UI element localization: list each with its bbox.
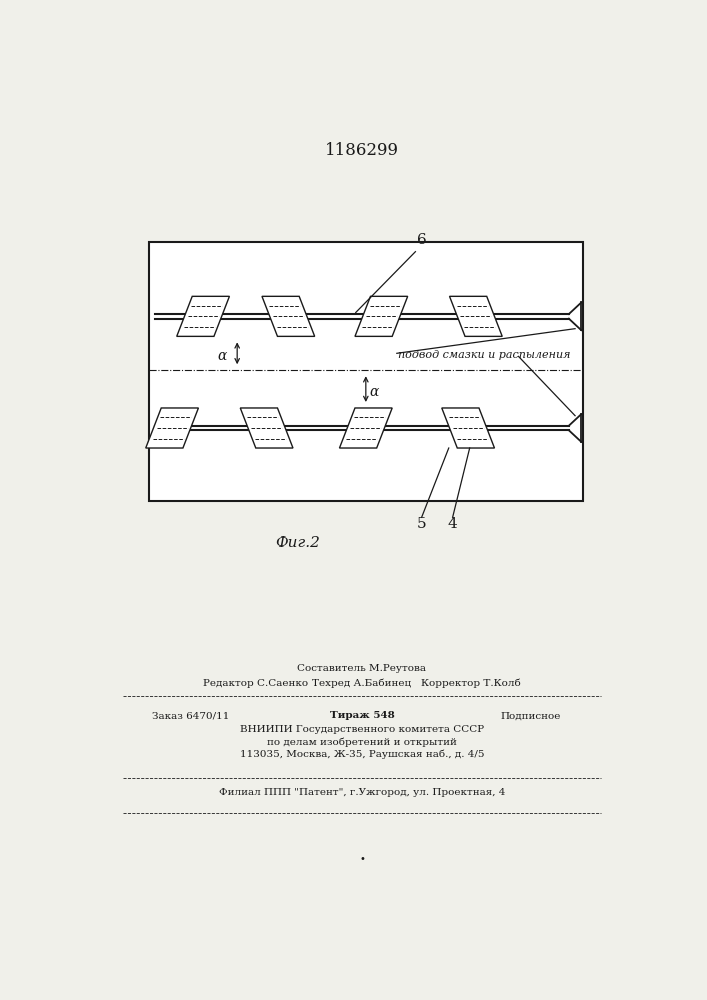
Text: Редактор С.Саенко: Редактор С.Саенко <box>203 679 308 688</box>
Polygon shape <box>450 296 502 336</box>
Polygon shape <box>339 408 392 448</box>
Polygon shape <box>355 296 408 336</box>
Text: •: • <box>359 854 365 864</box>
Text: ВНИИПИ Государственного комитета СССР: ВНИИПИ Государственного комитета СССР <box>240 725 484 734</box>
Text: Тираж 548: Тираж 548 <box>329 711 395 720</box>
Text: 6: 6 <box>416 233 426 247</box>
Text: α: α <box>217 349 226 363</box>
Text: Фиг.2: Фиг.2 <box>275 536 320 550</box>
Text: 5: 5 <box>417 517 426 531</box>
Text: подвод смазки и распыления: подвод смазки и распыления <box>398 350 571 360</box>
Polygon shape <box>146 408 199 448</box>
Polygon shape <box>262 296 315 336</box>
Bar <box>149 242 583 501</box>
Text: 1186299: 1186299 <box>325 142 399 159</box>
Text: Составитель М.Реутова: Составитель М.Реутова <box>298 664 426 673</box>
Text: 4: 4 <box>448 517 457 531</box>
Text: Техред А.Бабинец: Техред А.Бабинец <box>312 679 411 688</box>
Text: Корректор Т.Колб: Корректор Т.Колб <box>421 679 521 688</box>
Text: Подписное: Подписное <box>501 711 561 720</box>
Polygon shape <box>442 408 494 448</box>
Text: Заказ 6470/11: Заказ 6470/11 <box>152 711 229 720</box>
Text: по делам изобретений и открытий: по делам изобретений и открытий <box>267 738 457 747</box>
Text: Филиал ППП "Патент", г.Ужгород, ул. Проектная, 4: Филиал ППП "Патент", г.Ужгород, ул. Прое… <box>218 788 505 797</box>
Text: 113035, Москва, Ж-35, Раушская наб., д. 4/5: 113035, Москва, Ж-35, Раушская наб., д. … <box>240 750 484 759</box>
Polygon shape <box>177 296 230 336</box>
Polygon shape <box>240 408 293 448</box>
Text: α: α <box>370 385 379 399</box>
